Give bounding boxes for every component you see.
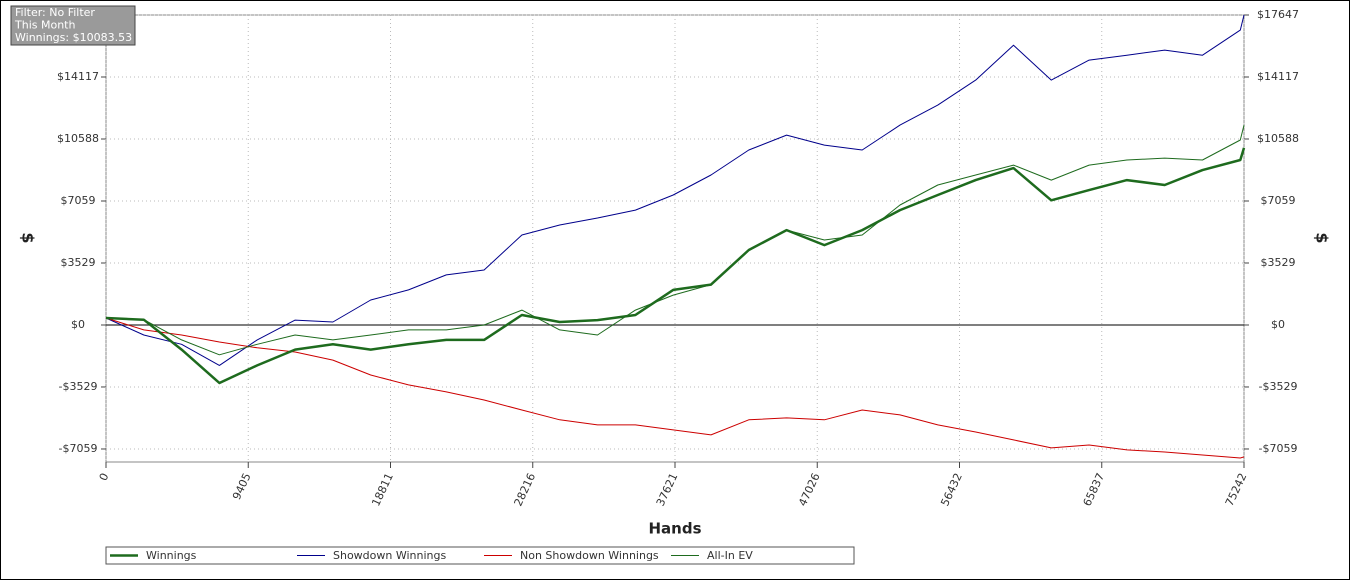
- y2-tick-label: $0: [1271, 318, 1285, 331]
- series-line: [105, 14, 1245, 366]
- x-tick-label: 0: [97, 471, 112, 483]
- y-tick-label: $7059: [61, 194, 96, 207]
- x-axis-label: Hands: [648, 520, 701, 538]
- series-line: [105, 124, 1245, 356]
- legend-label: Showdown Winnings: [333, 549, 447, 562]
- y2-tick-label: $10588: [1257, 132, 1299, 145]
- y2-tick-label: $3529: [1261, 256, 1296, 269]
- y-tick-label: $10588: [57, 132, 99, 145]
- series-line: [105, 147, 1246, 385]
- y-tick-label: $0: [71, 318, 85, 331]
- legend-label: Winnings: [146, 549, 197, 562]
- y-axis-label: $: [19, 232, 38, 243]
- y2-axis-label: $: [1313, 232, 1332, 243]
- y-tick-label: -$3529: [59, 380, 98, 393]
- filter-box: [10, 5, 136, 46]
- y-tick-label: $14117: [57, 70, 99, 83]
- legend: [105, 546, 855, 565]
- series-line: [105, 317, 1245, 459]
- y2-tick-label: -$7059: [1259, 442, 1298, 455]
- filter-text: Winnings: $10083.53: [15, 31, 132, 44]
- y2-tick-label: $7059: [1261, 194, 1296, 207]
- filter-text: Filter: No Filter: [15, 6, 95, 19]
- y-tick-label: -$7059: [59, 442, 98, 455]
- y2-tick-label: $17647: [1257, 8, 1299, 21]
- y2-tick-label: $14117: [1257, 70, 1299, 83]
- legend-label: All-In EV: [707, 549, 753, 562]
- y-tick-label: $3529: [61, 256, 96, 269]
- legend-label: Non Showdown Winnings: [520, 549, 659, 562]
- y2-tick-label: -$3529: [1259, 380, 1298, 393]
- filter-text: This Month: [14, 19, 75, 32]
